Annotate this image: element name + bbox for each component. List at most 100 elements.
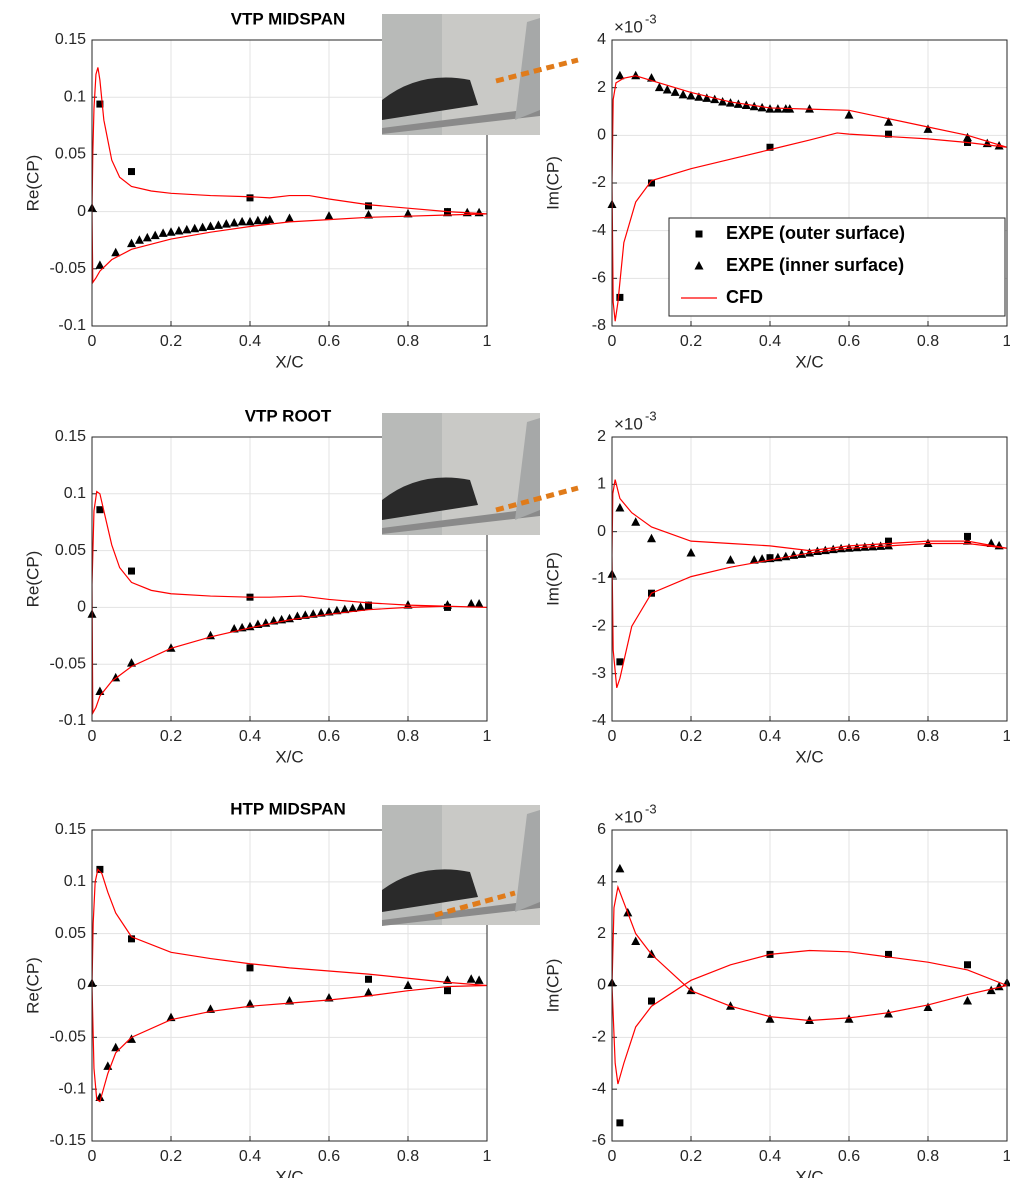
y-tick-label: 0 [77, 599, 86, 616]
square-marker [444, 987, 451, 995]
square-marker [616, 1119, 624, 1127]
triangle-marker [963, 536, 972, 545]
triangle-marker [95, 260, 105, 269]
y-axis-label: Im(CP) [543, 156, 562, 210]
y-tick-label: 2 [597, 428, 606, 445]
y-exponent-base: ×10 [614, 807, 643, 826]
triangle-marker [324, 606, 334, 616]
triangle-marker [127, 658, 136, 667]
triangle-marker [615, 503, 625, 512]
triangle-marker [726, 1001, 735, 1010]
axes-box [91, 829, 488, 1142]
square-marker [96, 865, 104, 873]
square-marker [964, 961, 971, 969]
cfd-line [612, 75, 1007, 322]
triangle-marker [198, 222, 208, 232]
x-tick-label: 0.6 [838, 1148, 860, 1165]
triangle-marker [923, 1002, 933, 1012]
triangle-marker [963, 132, 972, 142]
triangle-marker [221, 219, 231, 228]
triangle-marker [765, 1014, 775, 1023]
x-tick-label: 1 [483, 728, 492, 745]
triangle-marker [364, 987, 373, 997]
square-marker [616, 658, 624, 666]
square-marker [648, 997, 655, 1005]
triangle-marker [718, 96, 728, 106]
triangle-marker [710, 94, 720, 104]
x-tick-label: 0 [88, 333, 97, 350]
x-axis-label: X/C [275, 747, 303, 766]
triangle-marker [662, 85, 672, 94]
y-tick-label: 0 [597, 127, 606, 144]
x-tick-label: 0.8 [397, 728, 419, 745]
x-tick-label: 0.2 [680, 333, 702, 350]
photo-model [382, 477, 478, 520]
photo-model [382, 77, 478, 120]
triangle-marker [265, 214, 275, 224]
triangle-marker [403, 600, 413, 609]
x-tick-label: 0.2 [160, 1148, 182, 1165]
triangle-marker [694, 92, 704, 101]
triangle-marker [631, 936, 641, 945]
triangle-marker [812, 546, 822, 556]
x-tick-label: 0 [88, 1148, 97, 1165]
x-tick-label: 0.6 [318, 728, 340, 745]
square-marker [128, 935, 135, 943]
x-tick-label: 0.2 [680, 1148, 702, 1165]
y-tick-label: -0.1 [58, 712, 86, 729]
axes-box [611, 39, 1008, 327]
square-marker [616, 293, 624, 301]
x-tick-label: 0.6 [318, 333, 340, 350]
legend-box [668, 217, 1006, 317]
x-tick-label: 0.4 [239, 1148, 261, 1165]
triangle-marker [615, 863, 625, 873]
triangle-marker [324, 211, 334, 220]
subplot: 0 0.2 0.4 0.6 0.8 1 -6 -4 -2 0 2 4 6 X/C Im(CP) ×10 -3 [543, 801, 1010, 1178]
x-tick-label: 1 [1003, 333, 1010, 350]
square-marker [128, 168, 135, 176]
y-exponent-power: -3 [645, 801, 657, 816]
y-tick-label: -0.05 [50, 260, 87, 277]
x-tick-label: 0.8 [917, 333, 939, 350]
triangle-marker [166, 227, 176, 236]
triangle-marker [852, 542, 862, 552]
x-tick-label: 0.4 [759, 1148, 781, 1165]
x-tick-label: 0.8 [917, 1148, 939, 1165]
triangle-marker [134, 235, 144, 244]
y-tick-label: -4 [592, 222, 606, 239]
y-tick-label: 0.15 [55, 821, 86, 838]
triangle-marker [111, 672, 121, 682]
x-tick-label: 0.6 [318, 1148, 340, 1165]
photo-section-line [434, 890, 516, 918]
legend-label: CFD [726, 287, 763, 307]
triangle-marker [805, 547, 814, 557]
x-tick-label: 0.8 [397, 333, 419, 350]
y-tick-label: 4 [597, 31, 606, 48]
y-exponent-power: -3 [645, 11, 657, 26]
y-tick-label: 0.1 [64, 88, 86, 105]
chart-title: HTP MIDSPAN [230, 799, 346, 818]
x-tick-label: 1 [1003, 728, 1010, 745]
triangle-marker [797, 549, 807, 558]
triangle-marker [686, 547, 696, 557]
x-tick-label: 0.4 [239, 333, 261, 350]
triangle-marker [686, 91, 696, 100]
triangle-marker [466, 598, 476, 608]
triangle-marker [876, 541, 886, 550]
x-axis-label: X/C [795, 352, 823, 371]
x-tick-label: 0.6 [838, 333, 860, 350]
triangle-marker [654, 82, 664, 92]
y-tick-label: 0 [597, 523, 606, 540]
triangle-marker [923, 538, 933, 547]
triangle-marker [174, 226, 184, 235]
triangle-marker [647, 533, 656, 543]
triangle-marker [884, 117, 893, 126]
triangle-marker [237, 216, 247, 226]
y-tick-label: -2 [592, 174, 606, 191]
triangle-marker [963, 996, 972, 1005]
triangle-marker [670, 87, 680, 96]
triangle-marker [868, 541, 878, 551]
triangle-marker [828, 544, 838, 554]
triangle-marker [340, 604, 350, 614]
